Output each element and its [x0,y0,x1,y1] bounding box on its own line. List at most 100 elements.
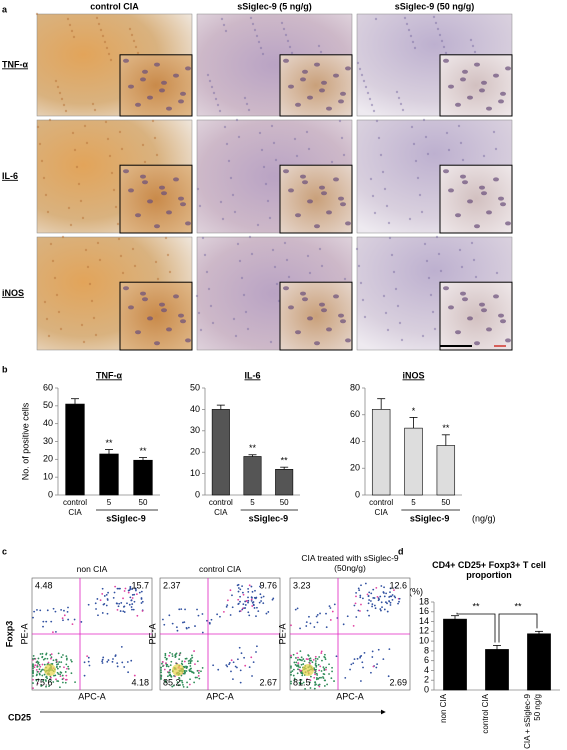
cell-texture [435,235,439,239]
flow-event [372,588,375,591]
flow-event [360,584,362,587]
cell-texture [109,58,113,62]
flow-event [385,592,388,595]
flow-event [87,660,90,663]
cell-texture [434,21,438,25]
flow-event [325,626,328,629]
inset-nucleus [486,210,492,215]
cell-texture [272,141,276,145]
cell-texture [338,119,342,123]
flow-event [366,609,369,612]
chart-title: iNOS [402,370,424,380]
flow-event [325,666,328,669]
flow-event [373,597,376,599]
flow-event [314,655,317,658]
cell-texture [249,16,253,20]
inset-nucleus [288,84,294,89]
cell-texture [405,22,409,26]
flow-event [388,648,391,651]
flow-event [306,678,309,681]
flow-event [201,631,204,634]
flow-event [251,675,253,677]
flow-event [359,594,362,597]
flow-event [355,616,358,618]
flow-event [241,591,244,594]
flow-event [182,685,185,688]
flow-event [254,589,256,592]
flow-event [95,608,97,610]
flow-event [185,657,188,660]
chart-title: TNF-α [96,370,122,380]
flow-event [160,671,162,674]
flow-event [64,671,67,673]
flow-event [225,605,228,608]
flow-event [260,596,263,599]
cell-texture [42,176,46,180]
cell-texture [84,248,88,252]
flow-event [310,675,312,678]
cell-texture [403,16,407,20]
flow-event [256,606,258,609]
flow-event [163,623,166,626]
flow-event [244,607,247,609]
flow-event [256,645,258,648]
cell-texture [35,12,39,16]
flow-event [316,621,319,624]
flow-event [134,588,137,590]
cell-texture [260,148,264,152]
inset-nucleus [326,106,332,111]
flow-event [32,669,34,672]
flow-event [370,671,372,674]
flow-event [242,603,245,606]
flow-event [116,662,119,665]
flow-event [117,605,120,608]
cell-texture [364,85,368,89]
inset-nucleus [498,313,504,318]
cell-texture [47,334,51,338]
flow-event [299,650,302,652]
flow-event [297,662,300,665]
inset-nucleus [455,102,461,107]
cell-texture [136,51,140,55]
cell-texture [36,125,40,129]
flow-event [294,608,297,611]
x-tick-label-box: control CIA [481,694,490,734]
cell-texture [75,165,79,169]
x-tick-label: 50 [279,498,289,507]
cell-texture [197,311,201,315]
x-tick-label-box: 5 [107,498,111,507]
flow-event [291,670,294,672]
flow-event [32,678,34,681]
flow-event [187,660,190,662]
y-tick-label: 0 [195,489,200,499]
cell-texture [288,45,292,49]
cell-texture [440,39,444,43]
flow-event [228,661,231,664]
flow-event [318,676,321,679]
flow-event [299,658,302,661]
flow-event [335,655,338,658]
cell-texture [407,28,411,32]
inset-nucleus [283,58,289,63]
flow-event [136,614,139,617]
flow-event [50,620,53,623]
flow-event [101,662,104,664]
flow-event [245,599,248,602]
inset-nucleus [481,191,487,196]
flow-event [187,662,190,665]
cell-texture [474,275,478,279]
cell-texture [201,236,205,240]
flow-event [313,626,316,628]
flow-event [353,604,356,607]
flow-event [122,610,125,613]
flow-event [83,661,86,664]
flow-event [239,588,242,591]
flow-event [39,665,42,668]
flow-event [300,669,303,672]
flow-event [87,656,90,659]
cell-texture [232,317,236,321]
cell-texture [420,210,424,214]
flow-event [372,597,375,599]
flow-event [116,609,119,611]
flow-event [352,624,355,627]
